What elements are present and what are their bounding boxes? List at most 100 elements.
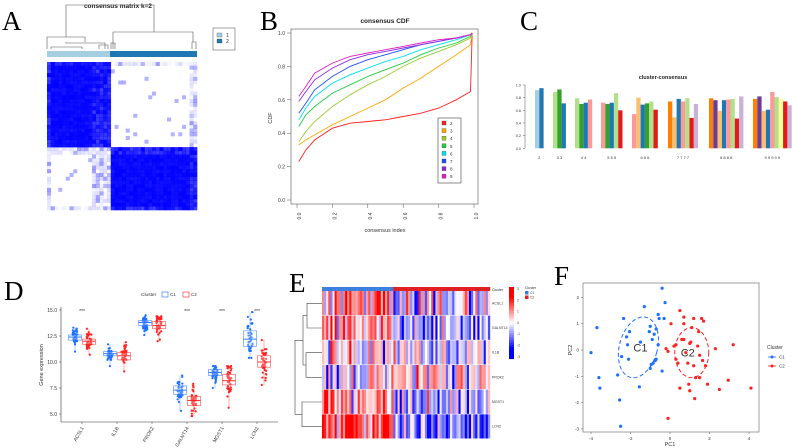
legend-label: 4 <box>450 136 453 141</box>
heatmap-cell <box>380 365 384 390</box>
heatmap-cell <box>475 365 478 390</box>
heatmap-cell <box>343 365 346 390</box>
matrix-cell <box>189 154 194 159</box>
matrix-cell <box>137 187 142 192</box>
heatmap-cell <box>460 291 463 316</box>
heatmap-cell <box>443 365 447 390</box>
matrix-cell <box>58 65 63 70</box>
matrix-cell <box>137 202 142 207</box>
matrix-cell <box>58 95 63 100</box>
y-tick-label: 0.6 <box>278 98 285 104</box>
heatmap-cell <box>487 340 491 365</box>
heatmap-cell <box>364 340 367 365</box>
matrix-cell <box>58 62 63 66</box>
y-tick-label: 1.0 <box>516 84 521 88</box>
point-C1 <box>621 316 626 321</box>
matrix-cell <box>73 139 78 144</box>
matrix-cell <box>73 150 78 155</box>
data-point <box>261 371 264 374</box>
matrix-cell <box>137 195 142 200</box>
point-C2 <box>678 386 682 390</box>
matrix-cell <box>122 191 127 196</box>
matrix-cell <box>144 161 149 166</box>
colorbar-segment <box>509 299 514 302</box>
heatmap-cell <box>324 389 327 414</box>
heatmap-cell <box>406 291 409 316</box>
matrix-cell <box>189 198 194 203</box>
matrix-cell <box>110 202 115 207</box>
matrix-cell <box>193 161 198 166</box>
heatmap-cell <box>376 340 379 365</box>
matrix-cell <box>77 124 82 129</box>
matrix-cell <box>50 132 55 137</box>
heatmap-cell <box>452 414 455 439</box>
y-tick-label: 1 <box>576 321 579 326</box>
heatmap-cell <box>452 340 455 365</box>
matrix-cell <box>125 136 130 140</box>
matrix-cell <box>185 191 190 196</box>
heatmap-cell <box>330 340 333 365</box>
matrix-cell <box>167 206 172 211</box>
matrix-cell <box>103 169 108 174</box>
heatmap-cell <box>372 340 375 365</box>
heatmap-cell <box>462 340 465 365</box>
matrix-cell <box>159 184 164 189</box>
heatmap-cell <box>366 389 369 414</box>
heatmap-cell <box>385 365 388 390</box>
matrix-cell <box>163 173 168 177</box>
matrix-cell <box>114 161 119 166</box>
colorbar-segment <box>509 321 514 324</box>
cluster-annotation-cell <box>357 287 360 291</box>
matrix-cell <box>114 124 119 129</box>
matrix-cell <box>58 80 63 85</box>
matrix-cell <box>170 150 175 155</box>
heatmap-cell <box>351 414 354 439</box>
colorbar-segment <box>509 355 514 358</box>
matrix-cell <box>100 180 104 184</box>
heatmap-cell <box>322 365 325 390</box>
matrix-cell <box>99 198 104 203</box>
y-tick-label: 15.0 <box>47 308 57 314</box>
matrix-cell <box>84 106 89 111</box>
matrix-cell <box>182 154 187 159</box>
matrix-cell <box>110 206 115 211</box>
data-point <box>180 386 183 389</box>
heatmap-cell <box>399 414 402 439</box>
matrix-cell <box>118 173 123 177</box>
matrix-cell <box>189 202 194 207</box>
heatmap-cell <box>469 389 472 414</box>
cdf-line-k3 <box>298 32 473 146</box>
matrix-cell <box>103 184 108 189</box>
point-C2 <box>692 364 696 368</box>
cluster-annotation-cell <box>410 287 413 291</box>
bar-k7-cluster2 <box>672 117 677 149</box>
legend-swatch <box>525 295 529 299</box>
heatmap-cell <box>322 389 325 414</box>
heatmap-cell <box>393 340 396 365</box>
cluster-annotation-cell <box>414 287 417 291</box>
heatmap-cell <box>391 340 394 365</box>
matrix-cell <box>189 124 194 129</box>
matrix-cell <box>92 73 97 78</box>
heatmap-cell <box>487 291 491 316</box>
heatmap-cell <box>378 315 381 340</box>
matrix-cell <box>47 180 52 185</box>
matrix-cell <box>159 62 164 66</box>
matrix-cell <box>62 110 67 115</box>
matrix-cell <box>189 136 194 140</box>
x-tick-label: 0.4 <box>368 212 374 219</box>
heatmap-cell <box>445 340 449 365</box>
matrix-cell <box>103 147 108 152</box>
cluster-annotation-cell <box>372 287 375 291</box>
matrix-cell <box>50 136 55 140</box>
matrix-cell <box>103 128 108 133</box>
matrix-cell <box>174 184 179 189</box>
matrix-cell <box>103 84 108 89</box>
data-point <box>177 386 180 389</box>
matrix-cell <box>152 150 157 155</box>
data-point <box>177 380 181 383</box>
matrix-cell <box>62 62 67 66</box>
x-axis-label: PC1 <box>665 442 676 448</box>
heatmap-cell <box>330 389 333 414</box>
